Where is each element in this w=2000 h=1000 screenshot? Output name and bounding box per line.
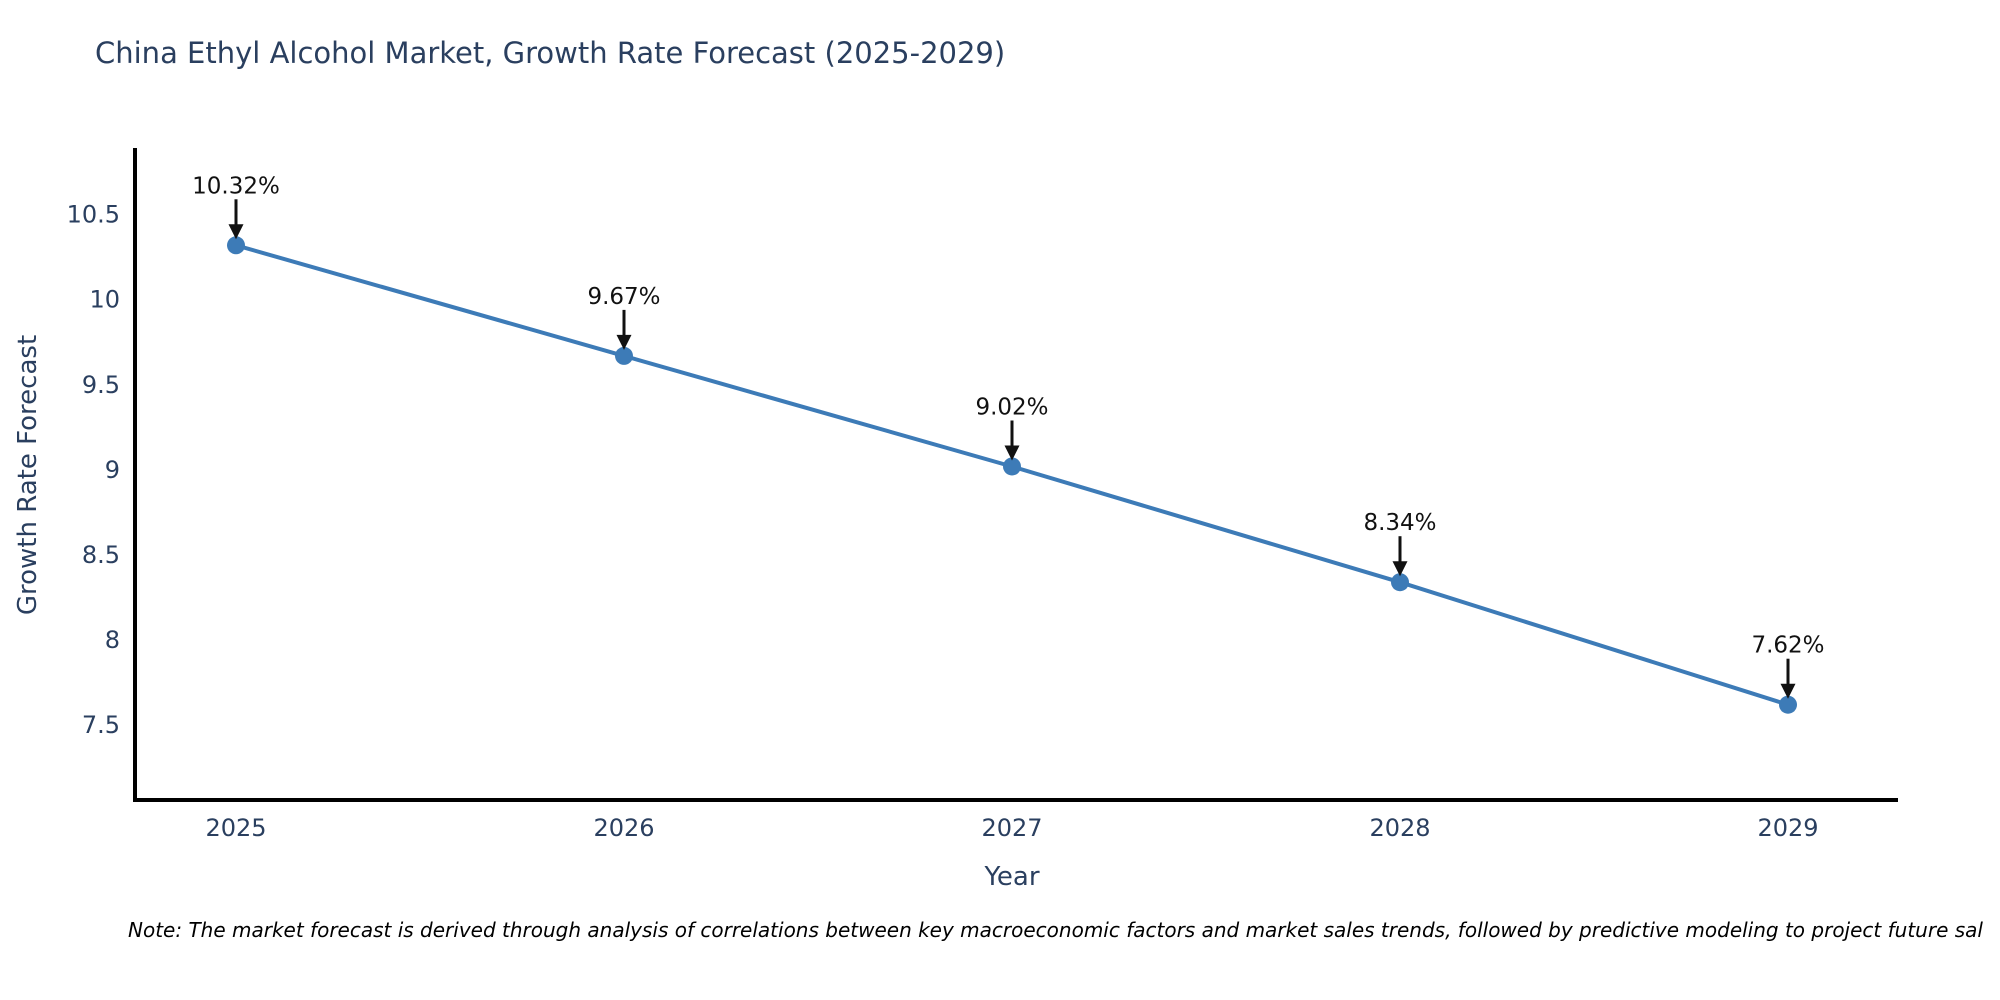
y-tick-label: 10.5: [67, 201, 120, 229]
point-annotation: 8.34%: [1363, 510, 1436, 536]
chart-title: China Ethyl Alcohol Market, Growth Rate …: [95, 36, 1006, 70]
y-tick-label: 9.5: [82, 371, 120, 399]
annotation-arrowhead: [1780, 683, 1796, 699]
data-point: [615, 346, 633, 365]
x-tick-label: 2026: [593, 814, 654, 842]
data-point: [1391, 573, 1409, 592]
y-tick-label: 8.5: [82, 541, 120, 569]
point-annotation: 7.62%: [1751, 633, 1824, 659]
data-point: [1779, 695, 1797, 714]
y-tick-label: 7.5: [82, 711, 120, 739]
y-tick-label: 10: [89, 286, 120, 314]
y-tick-label: 9: [105, 456, 120, 484]
annotation-arrowhead: [616, 334, 632, 350]
point-annotation: 9.67%: [587, 284, 660, 310]
x-tick-label: 2025: [205, 814, 266, 842]
x-axis-title: Year: [984, 862, 1040, 892]
x-tick-label: 2029: [1757, 814, 1818, 842]
point-annotation: 9.02%: [975, 394, 1048, 420]
annotation-arrowhead: [1392, 561, 1408, 577]
x-tick-label: 2027: [981, 814, 1042, 842]
chart-note: Note: The market forecast is derived thr…: [128, 918, 1983, 942]
data-point: [1003, 457, 1021, 476]
annotation-arrowhead: [1004, 445, 1020, 461]
data-point: [227, 236, 245, 255]
point-annotation: 10.32%: [192, 173, 280, 199]
x-tick-label: 2028: [1369, 814, 1430, 842]
annotation-arrowhead: [228, 224, 244, 240]
y-tick-label: 8: [105, 626, 120, 654]
